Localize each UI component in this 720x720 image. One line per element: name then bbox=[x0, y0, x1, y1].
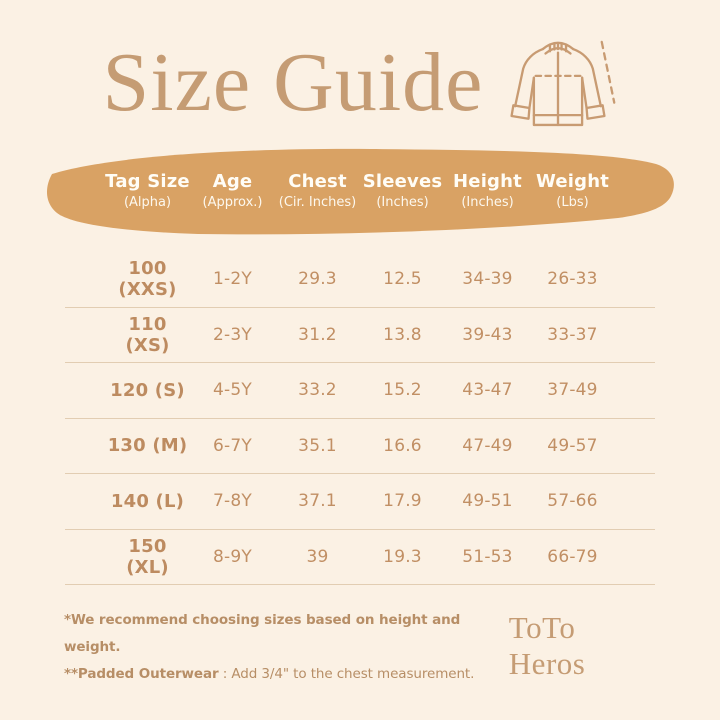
page-title: Size Guide bbox=[102, 36, 484, 129]
footnotes: *We recommend choosing sizes based on he… bbox=[64, 607, 509, 688]
sleeves-cell: 15.2 bbox=[383, 380, 422, 401]
title-row: Size Guide bbox=[0, 0, 720, 138]
brush-stroke-shape bbox=[46, 148, 674, 235]
sleeves-cell: 13.8 bbox=[383, 324, 422, 345]
header-columns: Tag Size (Alpha) Age (Approx.) Chest (Ci… bbox=[65, 144, 655, 240]
height-cell: 47-49 bbox=[462, 435, 513, 456]
header-col-height: Height (Inches) bbox=[453, 170, 522, 210]
header-col-weight: Weight (Lbs) bbox=[535, 170, 610, 210]
footer: *We recommend choosing sizes based on he… bbox=[64, 607, 656, 688]
tag-size-cell: 150 (XL) bbox=[126, 535, 169, 578]
height-cell: 43-47 bbox=[462, 380, 513, 401]
age-cell: 2-3Y bbox=[213, 324, 252, 345]
age-cell: 8-9Y bbox=[213, 546, 252, 567]
table-row-110-xs: 110 (XS) 2-3Y 31.2 13.8 39-43 33-37 bbox=[65, 308, 655, 363]
size-table: 100 (XXS) 1-2Y 29.3 12.5 34-39 26-33 110… bbox=[65, 252, 655, 585]
height-cell: 34-39 bbox=[462, 269, 513, 290]
age-cell: 4-5Y bbox=[213, 380, 252, 401]
footnote-padded-outerwear: **Padded Outerwear : Add 3/4" to the che… bbox=[64, 666, 475, 682]
header-col-age: Age (Approx.) bbox=[202, 170, 263, 210]
chest-cell: 37.1 bbox=[298, 491, 337, 512]
sleeves-cell: 19.3 bbox=[383, 546, 422, 567]
table-row-150-xl: 150 (XL) 8-9Y 39 19.3 51-53 66-79 bbox=[65, 530, 655, 585]
weight-cell: 57-66 bbox=[547, 491, 598, 512]
chest-cell: 31.2 bbox=[298, 324, 337, 345]
weight-cell: 33-37 bbox=[547, 324, 598, 345]
sleeves-cell: 17.9 bbox=[383, 491, 422, 512]
tag-size-cell: 100 (XXS) bbox=[118, 258, 177, 301]
age-cell: 6-7Y bbox=[213, 435, 252, 456]
tag-size-cell: 130 (M) bbox=[107, 435, 188, 457]
footnote-sizing: *We recommend choosing sizes based on he… bbox=[64, 612, 461, 655]
weight-cell: 26-33 bbox=[547, 269, 598, 290]
tag-size-cell: 120 (S) bbox=[110, 379, 185, 401]
chest-cell: 39 bbox=[306, 546, 329, 567]
weight-cell: 37-49 bbox=[547, 380, 598, 401]
chest-cell: 33.2 bbox=[298, 380, 337, 401]
brand-logo: ToTo Heros bbox=[508, 609, 586, 681]
weight-cell: 49-57 bbox=[547, 435, 598, 456]
age-cell: 7-8Y bbox=[213, 491, 252, 512]
header-col-sleeves: Sleeves (Inches) bbox=[362, 170, 443, 210]
tag-size-cell: 110 (XS) bbox=[125, 313, 170, 356]
height-cell: 49-51 bbox=[462, 491, 513, 512]
table-row-140-l: 140 (L) 7-8Y 37.1 17.9 49-51 57-66 bbox=[65, 474, 655, 530]
header-col-chest: Chest (Cir. Inches) bbox=[278, 170, 357, 210]
height-cell: 51-53 bbox=[462, 546, 513, 567]
sleeves-cell: 12.5 bbox=[383, 269, 422, 290]
header-col-tag-size: Tag Size (Alpha) bbox=[105, 170, 190, 210]
tag-size-cell: 140 (L) bbox=[110, 490, 185, 512]
table-row-100-xxs: 100 (XXS) 1-2Y 29.3 12.5 34-39 26-33 bbox=[65, 252, 655, 308]
chest-cell: 35.1 bbox=[298, 435, 337, 456]
weight-cell: 66-79 bbox=[547, 546, 598, 567]
chest-cell: 29.3 bbox=[298, 269, 337, 290]
table-row-130-m: 130 (M) 6-7Y 35.1 16.6 47-49 49-57 bbox=[65, 419, 655, 474]
sleeves-cell: 16.6 bbox=[383, 435, 422, 456]
height-cell: 39-43 bbox=[462, 324, 513, 345]
jacket-icon bbox=[499, 33, 617, 137]
age-cell: 1-2Y bbox=[213, 269, 252, 290]
table-header-band: Tag Size (Alpha) Age (Approx.) Chest (Ci… bbox=[40, 144, 680, 240]
table-row-120-s: 120 (S) 4-5Y 33.2 15.2 43-47 37-49 bbox=[65, 363, 655, 419]
